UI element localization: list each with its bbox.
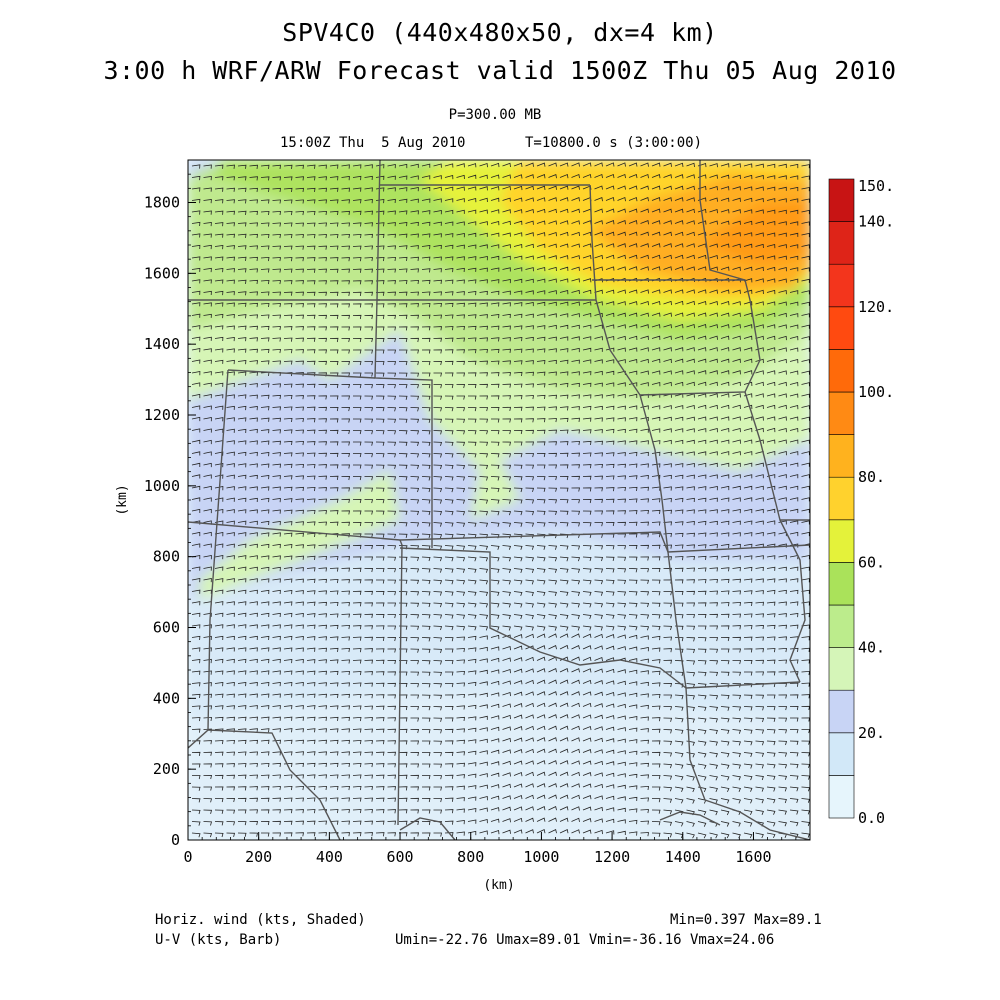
colorbar-label: 140. — [858, 213, 894, 231]
colorbar-swatch — [828, 562, 855, 606]
colorbar-swatch — [828, 647, 855, 691]
y-tick-label: 1400 — [144, 335, 180, 353]
state-boundaries — [188, 160, 810, 840]
x-tick-label: 800 — [457, 848, 484, 866]
y-axis: 0 200 400 600 800 1000 1200 1400 1600 1800 — [144, 159, 196, 849]
x-axis-label: (km) — [483, 878, 514, 893]
y-tick-label: 600 — [153, 619, 180, 637]
x-tick-label: 0 — [183, 848, 192, 866]
colorbar-label: 60. — [858, 553, 885, 571]
y-tick-label: 200 — [153, 760, 180, 778]
colorbar-label: 80. — [858, 468, 885, 486]
x-tick-label: 1200 — [594, 848, 630, 866]
colorbar-swatch — [828, 689, 855, 734]
colorbar-label: 40. — [858, 639, 885, 657]
y-tick-label: 0 — [171, 831, 180, 849]
plot-title-line-2: 3:00 h WRF/ARW Forecast valid 1500Z Thu … — [103, 56, 897, 85]
valid-time-label: 15:00Z Thu 5 Aug 2010 — [280, 135, 466, 151]
colorbar-swatch — [828, 604, 855, 648]
x-tick-label: 200 — [245, 848, 272, 866]
pressure-level-label: P=300.00 MB — [448, 107, 542, 123]
shaded-field-label: Horiz. wind (kts, Shaded) — [155, 912, 366, 928]
y-tick-label: 800 — [153, 548, 180, 566]
x-tick-label: 1600 — [735, 848, 771, 866]
x-tick-label: 1000 — [523, 848, 559, 866]
colorbar-swatch — [828, 263, 855, 308]
x-tick-label: 600 — [386, 848, 413, 866]
colorbar-swatch — [828, 732, 855, 776]
colorbar-swatch — [828, 434, 855, 478]
colorbar-swatch — [828, 178, 855, 222]
colorbar-swatch — [828, 306, 855, 350]
uv-stats-label: Umin=-22.76 Umax=89.01 Vmin=-36.16 Vmax=… — [395, 932, 775, 948]
y-tick-label: 1200 — [144, 406, 180, 424]
x-tick-label: 1400 — [665, 848, 701, 866]
y-tick-label: 1600 — [144, 264, 180, 282]
colorbar-swatch — [828, 775, 855, 819]
wind-barbs — [191, 162, 810, 839]
y-tick-label: 1800 — [144, 194, 180, 212]
colorbar-label: 0.0 — [858, 809, 885, 827]
time-info-label: T=10800.0 s (3:00:00) — [525, 135, 703, 151]
colorbar-swatch — [828, 476, 855, 521]
y-tick-label: 400 — [153, 689, 180, 707]
colorbar-swatch — [828, 349, 855, 393]
min-max-label: Min=0.397 Max=89.1 — [670, 912, 822, 928]
barb-field-label: U-V (kts, Barb) — [155, 932, 282, 948]
y-axis-label: (km) — [115, 484, 130, 515]
plot-title-line-1: SPV4C0 (440x480x50, dx=4 km) — [282, 18, 718, 47]
y-tick-label: 1000 — [144, 477, 180, 495]
x-axis: 0 200 400 600 800 1000 1200 1400 1600 — [183, 832, 811, 866]
colorbar-swatch — [828, 221, 855, 265]
colorbar-swatch — [828, 391, 855, 435]
colorbar: 0.0 20. 40. 60. 80. 100. 120. 140. 150. — [828, 177, 894, 827]
x-tick-label: 400 — [316, 848, 343, 866]
colorbar-swatch — [828, 519, 855, 563]
colorbar-label: 20. — [858, 724, 885, 742]
colorbar-label: 150. — [858, 177, 894, 195]
colorbar-label: 100. — [858, 383, 894, 401]
colorbar-label: 120. — [858, 298, 894, 316]
